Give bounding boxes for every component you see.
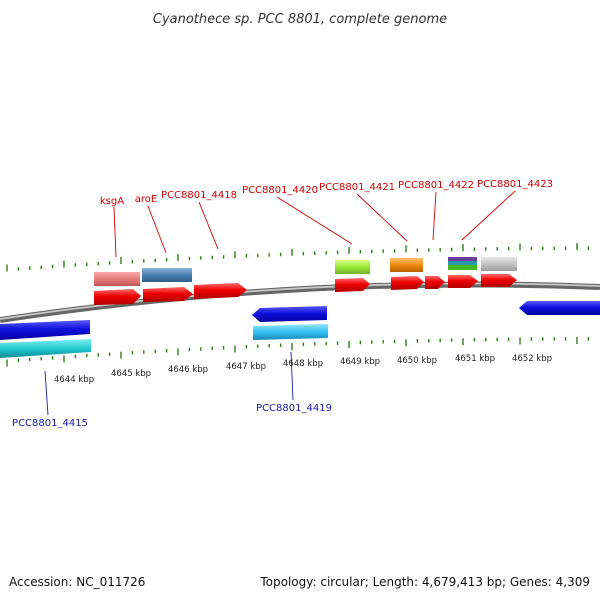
label-PCC8801-4418[interactable]: PCC8801_4418: [161, 190, 237, 201]
scale-label-4652: 4652 kbp: [512, 354, 552, 364]
scale-label-4647: 4647 kbp: [226, 362, 266, 372]
reverse-genes: [0, 301, 600, 358]
forward-genes: [94, 274, 517, 305]
scale-ticks-bottom: [6, 337, 590, 367]
gene-PCC8801-4421[interactable]: [391, 276, 424, 290]
scale-label-4644: 4644 kbp: [54, 375, 94, 385]
feature-boxes: [94, 257, 517, 286]
feature-box-pink[interactable]: [94, 272, 140, 286]
gene-PCC8801-4419[interactable]: [252, 306, 327, 322]
leader-PCC8801-4423: [461, 190, 516, 241]
scale-ticks-top: [6, 243, 590, 272]
label-PCC8801-4422[interactable]: PCC8801_4422: [398, 180, 474, 191]
leader-ksgA: [113, 206, 117, 258]
feature-box-teal[interactable]: [448, 261, 477, 265]
scale-label-4649: 4649 kbp: [340, 357, 380, 367]
leader-PCC8801-4419: [290, 351, 294, 401]
scale-labels: 4644 kbp 4645 kbp 4646 kbp 4647 kbp 4648…: [54, 354, 552, 385]
gene-PCC8801-4418[interactable]: [194, 283, 247, 299]
genome-backbone: [0, 281, 600, 323]
feature-box-green[interactable]: [448, 265, 477, 270]
gene-PCC8801-4415[interactable]: [0, 320, 90, 340]
label-ksgA[interactable]: ksgA: [100, 196, 124, 207]
leader-PCC8801-4415: [44, 370, 49, 416]
gene-ksgA[interactable]: [94, 289, 141, 305]
label-aroE[interactable]: aroE: [135, 194, 157, 205]
scale-label-4645: 4645 kbp: [111, 369, 151, 379]
label-PCC8801-4421[interactable]: PCC8801_4421: [319, 182, 395, 193]
topology-text: Topology: circular; Length: 4,679,413 bp…: [259, 575, 590, 589]
gene-PCC8801-4423[interactable]: [481, 274, 517, 287]
scale-label-4648: 4648 kbp: [283, 359, 323, 369]
gene-PCC8801-4422b[interactable]: [448, 275, 478, 288]
scale-label-4651: 4651 kbp: [455, 354, 495, 364]
label-PCC8801-4420[interactable]: PCC8801_4420: [242, 185, 318, 196]
gene-PCC8801-4419-feature[interactable]: [253, 324, 328, 340]
scale-label-4646: 4646 kbp: [168, 365, 208, 375]
label-PCC8801-4423[interactable]: PCC8801_4423: [477, 179, 553, 190]
label-PCC8801-4415[interactable]: PCC8801_4415: [12, 418, 88, 429]
gene-PCC8801-4415-feature[interactable]: [0, 339, 91, 358]
gene-labels-forward: ksgA aroE PCC8801_4418 PCC8801_4420 PCC8…: [100, 179, 553, 207]
leader-PCC8801-4421: [356, 193, 408, 242]
feature-box-orange[interactable]: [390, 258, 423, 272]
leader-PCC8801-4418: [198, 201, 219, 250]
scale-label-4650: 4650 kbp: [397, 356, 437, 366]
label-PCC8801-4419[interactable]: PCC8801_4419: [256, 403, 332, 414]
feature-box-purple[interactable]: [448, 257, 477, 261]
feature-box-grey[interactable]: [481, 257, 517, 271]
gene-aroE[interactable]: [143, 287, 193, 302]
gene-PCC8801-4420[interactable]: [335, 278, 370, 292]
accession-text: Accession: NC_011726: [9, 575, 145, 589]
gene-right-reverse[interactable]: [519, 301, 600, 315]
gene-PCC8801-4422[interactable]: [425, 276, 445, 289]
leader-aroE: [147, 205, 167, 254]
map-title: Cyanothece sp. PCC 8801, complete genome: [153, 12, 447, 27]
feature-box-lime[interactable]: [335, 260, 370, 274]
feature-box-steelblue[interactable]: [142, 268, 192, 282]
gene-labels-reverse: PCC8801_4415 PCC8801_4419: [12, 403, 332, 429]
leader-PCC8801-4420: [276, 196, 353, 245]
genome-backbone-highlight: [0, 282, 600, 320]
label-leaders: [44, 190, 516, 416]
leader-PCC8801-4422: [432, 191, 437, 241]
